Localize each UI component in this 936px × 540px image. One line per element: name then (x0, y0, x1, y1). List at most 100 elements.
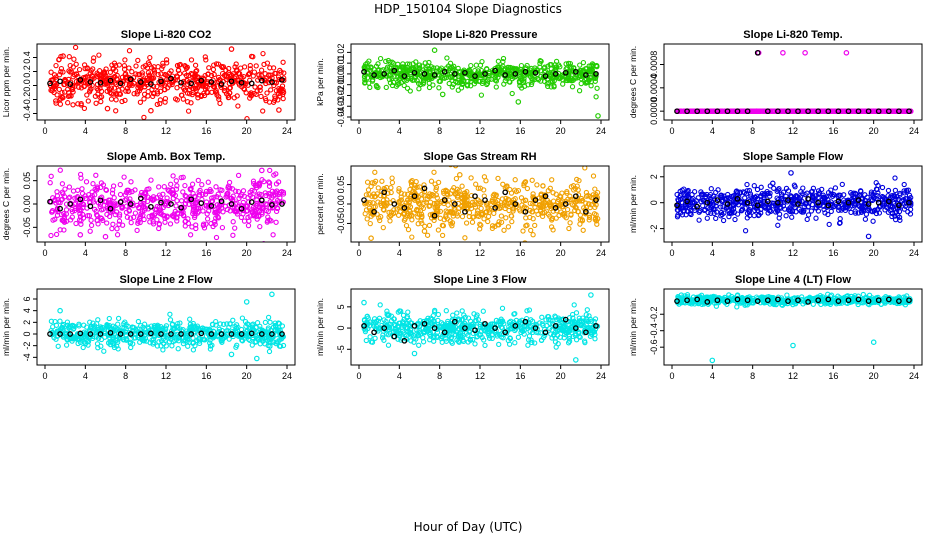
data-point (158, 328, 164, 334)
data-point (262, 190, 268, 196)
data-point (539, 203, 545, 209)
data-point (870, 192, 876, 199)
data-point (213, 87, 219, 94)
data-point (93, 208, 99, 215)
hourly-mean-point (562, 69, 569, 76)
data-point (56, 86, 62, 93)
panel-title: Slope Line 3 Flow (434, 274, 527, 286)
data-point (263, 201, 269, 207)
data-point (249, 187, 255, 194)
data-point (364, 179, 371, 185)
x-tick-label: 24 (909, 126, 919, 136)
data-point (200, 336, 206, 342)
y-tick-label: 0.4 (22, 51, 32, 64)
y-tick-label: 0.00 (22, 195, 32, 213)
data-point (182, 70, 188, 76)
data-point (224, 206, 231, 213)
data-point (50, 217, 56, 223)
data-point (447, 65, 453, 72)
data-point (151, 67, 157, 73)
hourly-mean-point (391, 67, 398, 74)
data-point (827, 108, 833, 114)
data-point (742, 228, 749, 234)
data-point (728, 198, 734, 204)
data-point (109, 225, 115, 232)
data-point (217, 321, 223, 327)
data-point (863, 201, 869, 207)
data-point (532, 200, 539, 207)
data-point (163, 343, 169, 349)
data-point (150, 336, 157, 342)
data-point (586, 214, 593, 221)
data-point (775, 187, 781, 193)
data-point (164, 60, 170, 66)
data-point (119, 86, 125, 92)
data-point (383, 66, 390, 72)
data-point (521, 78, 527, 84)
data-point (553, 64, 560, 70)
data-point (500, 181, 506, 187)
data-point (156, 184, 162, 190)
x-tick-label: 4 (83, 248, 88, 258)
data-point (57, 97, 63, 103)
data-point (145, 88, 151, 95)
hourly-mean-point (896, 108, 902, 115)
data-point (156, 225, 162, 232)
data-point (529, 177, 535, 183)
data-point (414, 78, 420, 84)
data-point (59, 181, 66, 187)
x-tick-label: 24 (909, 248, 919, 258)
data-point (256, 72, 262, 78)
data-point (88, 68, 94, 74)
data-point (73, 334, 79, 341)
data-point (495, 222, 501, 228)
data-point (182, 223, 188, 229)
data-point (793, 209, 799, 215)
data-point (375, 185, 381, 191)
data-point (524, 222, 530, 228)
panel-title: Slope Li-820 Temp. (743, 29, 842, 41)
data-point (249, 324, 256, 330)
data-point (557, 64, 563, 70)
data-point (543, 208, 549, 214)
hourly-mean-point (107, 205, 114, 212)
hourly-mean-point (248, 199, 255, 205)
data-point (250, 54, 256, 60)
data-point (75, 187, 81, 193)
data-point (280, 342, 287, 349)
hourly-mean-point (208, 203, 215, 209)
data-point (186, 87, 193, 93)
hourly-mean-point (127, 331, 134, 337)
data-point (525, 70, 531, 76)
data-point (388, 213, 394, 219)
data-point (548, 224, 555, 230)
data-point (503, 75, 509, 81)
data-point (127, 202, 133, 208)
data-point (526, 333, 533, 339)
data-point (530, 191, 536, 197)
data-point (562, 211, 568, 217)
data-point (132, 210, 139, 216)
data-point (488, 76, 494, 82)
data-point (739, 199, 745, 205)
data-point (180, 80, 187, 86)
data-point (132, 187, 138, 193)
panel-y-axis-label: kPa per min. (315, 58, 325, 106)
data-point (185, 108, 192, 114)
data-point (870, 218, 876, 224)
data-point (473, 78, 479, 85)
hourly-mean-point (57, 205, 63, 212)
x-tick-label: 20 (869, 126, 879, 136)
hourly-mean-point (532, 197, 539, 203)
hourly-mean-point (875, 199, 882, 206)
data-point (445, 192, 451, 198)
data-point (173, 178, 179, 184)
hourly-mean-point (198, 200, 205, 206)
data-point (269, 205, 276, 211)
hourly-mean-point (178, 331, 184, 337)
data-point (789, 214, 795, 220)
data-point (763, 108, 769, 114)
data-point (720, 217, 727, 224)
data-point (884, 108, 890, 114)
